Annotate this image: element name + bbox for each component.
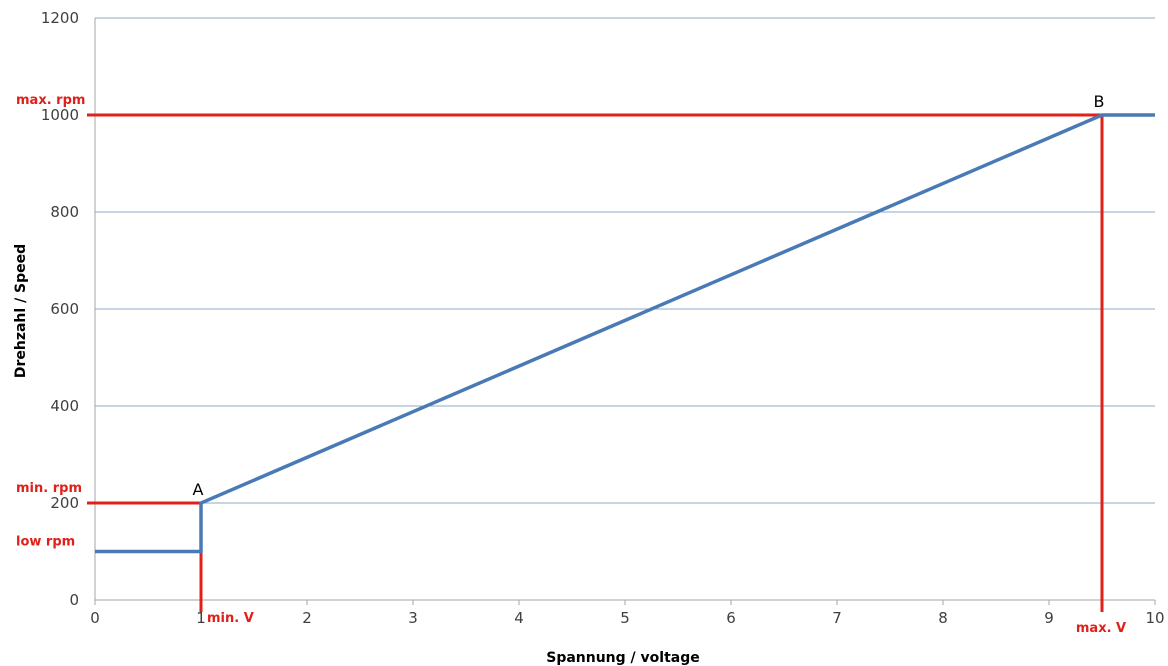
annotation-low-rpm: low rpm	[16, 535, 75, 550]
point-label-b: B	[1094, 92, 1105, 111]
ref-label-min-rpm: min. rpm	[16, 481, 82, 496]
x-tick-label-3: 3	[408, 609, 418, 627]
y-axis-title: Drehzahl / Speed	[13, 244, 29, 378]
axes: 0 200 400 600 800 1000 1200 0 1 2 3 4 5 6 7 8 9 10	[41, 9, 1165, 627]
y-tick-label-800: 800	[50, 203, 79, 221]
series-line-0	[95, 113, 1155, 554]
y-tick-label-400: 400	[50, 397, 79, 415]
x-tick-label-1: 1	[196, 609, 206, 627]
x-tick-label-2: 2	[302, 609, 312, 627]
point-label-a: A	[193, 480, 204, 499]
x-axis-title: Spannung / voltage	[546, 650, 700, 666]
x-tick-label-5: 5	[620, 609, 630, 627]
y-tick-label-200: 200	[50, 494, 79, 512]
x-tick-label-6: 6	[726, 609, 736, 627]
y-tick-label-600: 600	[50, 300, 79, 318]
y-tick-label-1200: 1200	[41, 9, 79, 27]
x-tick-label-4: 4	[514, 609, 524, 627]
gridlines	[95, 17, 1155, 504]
reference-lines	[87, 113, 1104, 612]
x-tick-label-7: 7	[832, 609, 842, 627]
y-tick-label-0: 0	[69, 591, 79, 609]
x-tick-label-9: 9	[1044, 609, 1054, 627]
ref-label-max-v: max. V	[1076, 621, 1126, 636]
ref-label-max-rpm: max. rpm	[16, 93, 85, 108]
ref-label-min-v: min. V	[207, 611, 254, 626]
labels: max. rpm min. rpm min. V max. V low rpm A B	[16, 92, 1126, 636]
x-tick-label-10: 10	[1145, 609, 1164, 627]
x-tick-label-8: 8	[938, 609, 948, 627]
series-layer	[95, 113, 1155, 554]
x-tick-label-0: 0	[90, 609, 100, 627]
y-tick-label-1000: 1000	[41, 106, 79, 124]
